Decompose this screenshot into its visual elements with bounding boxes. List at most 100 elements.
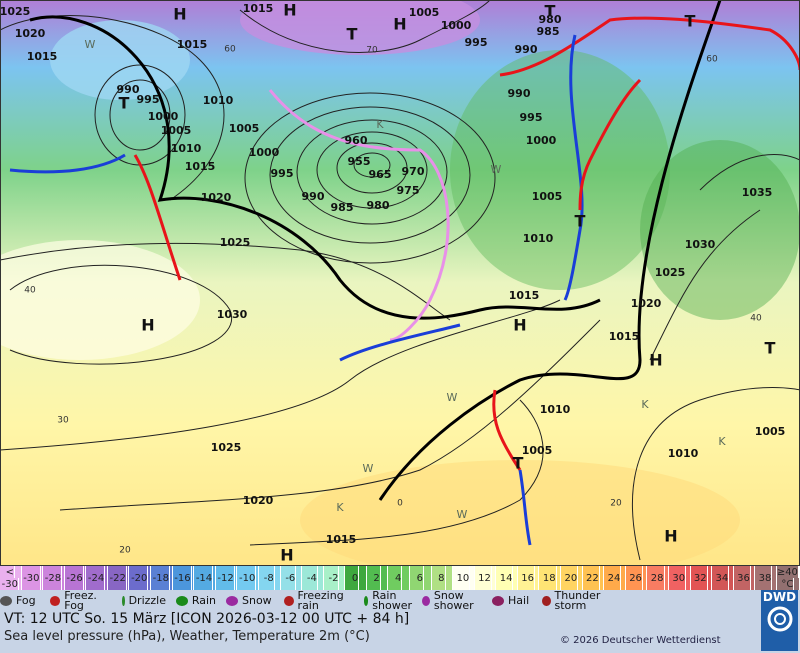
weather-map: 1025102010151015101510101005100099599098… bbox=[0, 0, 800, 566]
scale-cell: 24 bbox=[604, 566, 626, 590]
legend-item: Rain bbox=[176, 595, 216, 606]
pressure-label: 1015 bbox=[177, 38, 208, 51]
air-mass-label: K bbox=[718, 435, 726, 448]
pressure-label: 1005 bbox=[161, 124, 192, 137]
scale-cell: 10 bbox=[453, 566, 475, 590]
legend-item: Freezing rain bbox=[284, 589, 354, 612]
pressure-center: H bbox=[283, 1, 296, 20]
pressure-label: 1025 bbox=[220, 236, 251, 249]
scale-cell: 38 bbox=[755, 566, 777, 590]
isotherm-label: 60 bbox=[224, 45, 236, 55]
green-area bbox=[640, 140, 800, 320]
scale-cell: 28 bbox=[647, 566, 669, 590]
legend-label: Snow bbox=[242, 594, 272, 607]
isotherm-label: 30 bbox=[57, 416, 69, 426]
pressure-label: 1015 bbox=[243, 2, 274, 15]
pressure-label: 995 bbox=[271, 167, 294, 180]
pressure-label: 1010 bbox=[523, 232, 554, 245]
scale-cell: -2 bbox=[323, 566, 346, 590]
pressure-label: 1000 bbox=[148, 110, 179, 123]
pressure-label: 1005 bbox=[532, 190, 563, 203]
scale-label: -12 bbox=[217, 566, 235, 590]
warm-area bbox=[0, 240, 200, 360]
scale-label: -4 bbox=[307, 566, 318, 590]
dwd-logo: DWD bbox=[761, 590, 798, 651]
pressure-center: T bbox=[347, 25, 358, 44]
scale-cell: -26 bbox=[64, 566, 87, 590]
pressure-label: 1005 bbox=[755, 425, 786, 438]
scale-cell: 0 bbox=[345, 566, 367, 590]
scale-cell: -20 bbox=[129, 566, 152, 590]
legend-item: Fog bbox=[0, 594, 40, 607]
pressure-label: 1005 bbox=[522, 444, 553, 457]
scale-cell: 16 bbox=[517, 566, 540, 590]
legend-item: Freez. Fog bbox=[50, 590, 112, 611]
copyright: © 2026 Deutscher Wetterdienst bbox=[560, 635, 721, 646]
pressure-label: 1015 bbox=[609, 330, 640, 343]
legend-label: Freezing rain bbox=[297, 589, 344, 612]
scale-cell: 8 bbox=[431, 566, 454, 590]
logo-icon bbox=[767, 606, 792, 632]
air-mass-label: K bbox=[376, 118, 384, 131]
air-mass-label: W bbox=[457, 508, 468, 521]
legend-label: Snow shower bbox=[433, 589, 474, 612]
pressure-center: T bbox=[513, 454, 524, 473]
pressure-label: 985 bbox=[331, 201, 354, 214]
pressure-label: 1025 bbox=[0, 5, 30, 18]
scale-label: 20 bbox=[564, 566, 579, 590]
legend-item: Snow shower bbox=[422, 589, 482, 612]
fronts bbox=[9, 16, 800, 546]
pressure-center: H bbox=[141, 316, 154, 335]
scale-cell: < -30 bbox=[0, 566, 22, 590]
thick-isobars bbox=[29, 0, 722, 501]
pressure-label: 980 bbox=[367, 199, 390, 212]
pressure-label: 1015 bbox=[185, 160, 216, 173]
pressure-label: 1010 bbox=[668, 447, 699, 460]
scale-label: < bbox=[5, 566, 15, 578]
pressure-center: H bbox=[664, 527, 677, 546]
pressure-label: 1025 bbox=[211, 441, 242, 454]
pressure-label: 990 bbox=[302, 190, 325, 203]
legend-label: Fog bbox=[16, 594, 36, 607]
scale-label: -14 bbox=[196, 566, 214, 590]
pressure-label: 1020 bbox=[201, 191, 232, 204]
air-mass-label: W bbox=[85, 38, 96, 51]
temperature-scale: < -30 -30 -28 -26 -24 -22 -20 -18 -16 -14 -12 -10 -8-… bbox=[0, 566, 800, 590]
pressure-label: 1030 bbox=[217, 308, 248, 321]
scale-label: 34 bbox=[716, 566, 730, 590]
pressure-label: 995 bbox=[520, 111, 543, 124]
pressure-label: 980 bbox=[539, 13, 562, 26]
scale-label: 18 bbox=[543, 566, 557, 590]
isotherm-label: 40 bbox=[750, 314, 762, 324]
pressure-label: 1020 bbox=[631, 297, 662, 310]
pressure-label: 1030 bbox=[685, 238, 716, 251]
scale-label: 24 bbox=[608, 566, 622, 590]
scale-label: -6 bbox=[285, 566, 297, 590]
description: Sea level pressure (hPa), Weather, Tempe… bbox=[4, 629, 370, 644]
pressure-label: 970 bbox=[402, 165, 425, 178]
scale-label: -24 bbox=[88, 566, 106, 590]
scale-label: 8 bbox=[438, 566, 446, 590]
legend-icon bbox=[122, 596, 125, 606]
scale-cell: 36 bbox=[733, 566, 756, 590]
legend-icon bbox=[542, 596, 551, 606]
pressure-label: 1035 bbox=[742, 186, 773, 199]
cold-air bbox=[240, 0, 480, 55]
scale-label: 22 bbox=[586, 566, 600, 590]
pressure-label: 990 bbox=[515, 43, 538, 56]
pressure-center: H bbox=[393, 15, 406, 34]
pressure-center: H bbox=[649, 351, 662, 370]
scale-label: 36 bbox=[737, 566, 751, 590]
pressure-label: 960 bbox=[345, 134, 368, 147]
scale-cell: 22 bbox=[582, 566, 605, 590]
scale-cell: -10 bbox=[237, 566, 259, 590]
pressure-label: 985 bbox=[537, 25, 560, 38]
scale-label: 28 bbox=[651, 566, 665, 590]
scale-label: 38 bbox=[759, 566, 773, 590]
pressure-label: 1020 bbox=[243, 494, 274, 507]
pressure-center: T bbox=[765, 339, 776, 358]
legend-item: Drizzle bbox=[122, 595, 166, 606]
scale-cell: -12 bbox=[215, 566, 238, 590]
legend-item: Thunder storm bbox=[542, 590, 612, 611]
air-mass-label: K bbox=[336, 501, 344, 514]
